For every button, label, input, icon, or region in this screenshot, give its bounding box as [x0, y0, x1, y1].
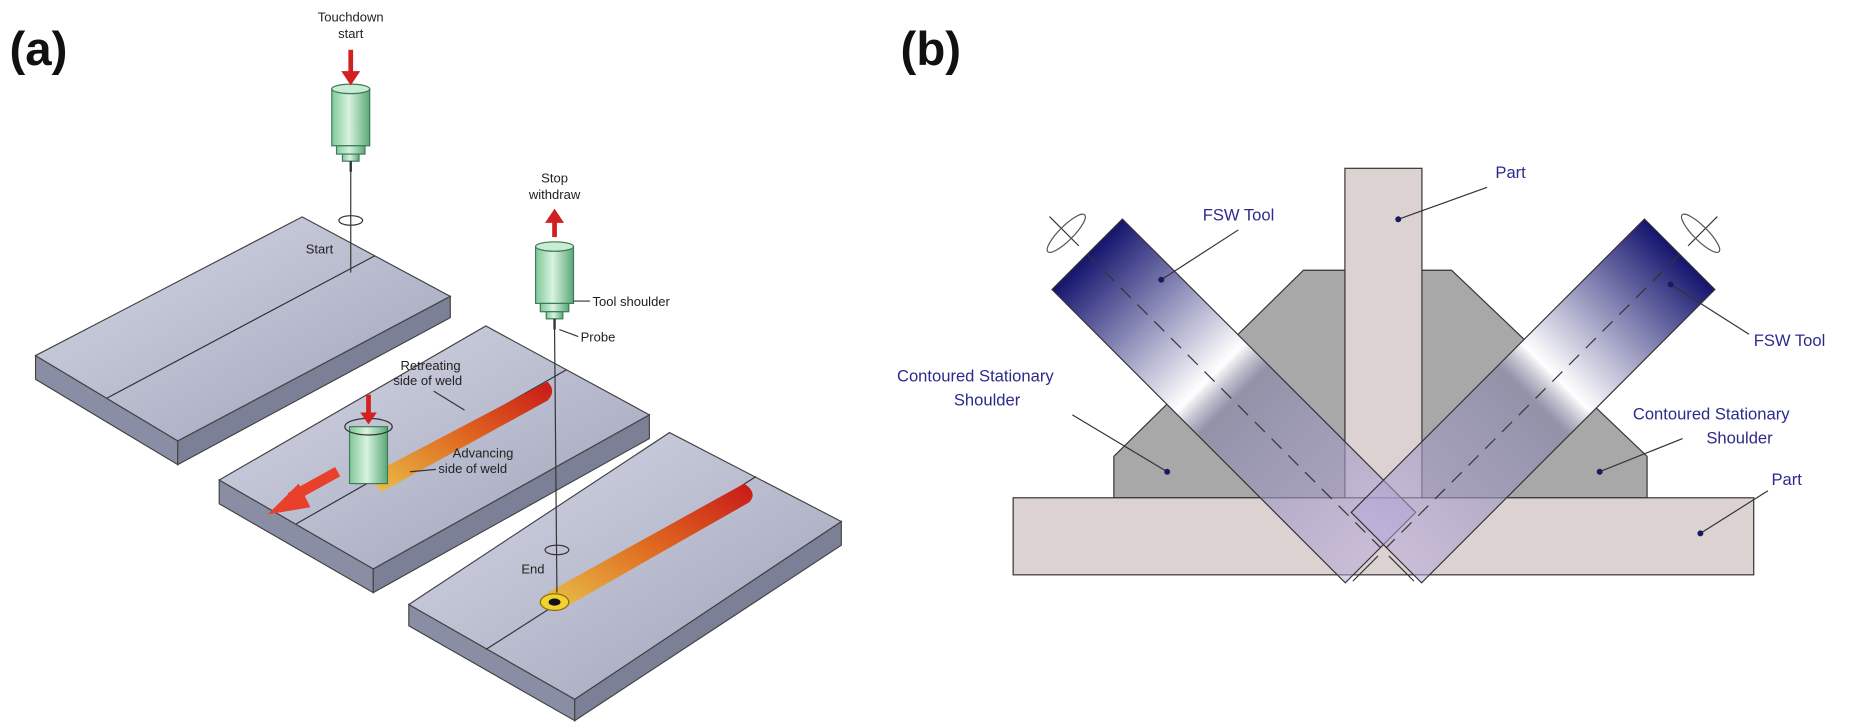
- figure: (a) Touchdown start Start Stop withdraw …: [0, 0, 1858, 723]
- page: (a) Touchdown start Start Stop withdraw …: [0, 0, 1858, 723]
- label: start: [338, 26, 364, 41]
- label: End: [521, 562, 544, 577]
- label: FSW Tool: [1203, 205, 1275, 224]
- dot: [1697, 530, 1703, 536]
- label: Probe: [581, 329, 616, 344]
- tool: [536, 242, 574, 330]
- label: Advancing: [453, 446, 514, 461]
- dot: [1395, 216, 1401, 222]
- label: Contoured Stationary: [1633, 405, 1790, 424]
- tool: [332, 84, 370, 172]
- dot: [1164, 469, 1170, 475]
- label: Shoulder: [954, 390, 1021, 409]
- panel-b: (b) Part FSW Tool FSW Tool Contoured Sta…: [897, 23, 1825, 616]
- label: side of weld: [393, 373, 462, 388]
- label: Contoured Stationary: [897, 367, 1054, 386]
- label: Tool shoulder: [592, 294, 670, 309]
- arrow: [545, 209, 564, 223]
- label: Stop: [541, 171, 568, 186]
- panel-label: (b): [901, 23, 962, 76]
- label: Retreating: [401, 358, 461, 373]
- leader: [1161, 230, 1238, 280]
- dot: [1597, 469, 1603, 475]
- panel-label: (a): [9, 23, 67, 76]
- dot: [1668, 281, 1674, 287]
- label: side of weld: [438, 461, 507, 476]
- label: Shoulder: [1706, 428, 1773, 447]
- label: Start: [306, 242, 334, 257]
- exit-hole: [549, 599, 561, 606]
- leader: [559, 329, 578, 336]
- panel-a: (a) Touchdown start Start Stop withdraw …: [9, 9, 841, 720]
- label: Part: [1495, 163, 1526, 182]
- arrow: [341, 71, 360, 85]
- dot: [1158, 277, 1164, 283]
- label: FSW Tool: [1754, 331, 1826, 350]
- label: withdraw: [528, 187, 581, 202]
- label: Touchdown: [318, 9, 384, 24]
- label: Part: [1771, 470, 1802, 489]
